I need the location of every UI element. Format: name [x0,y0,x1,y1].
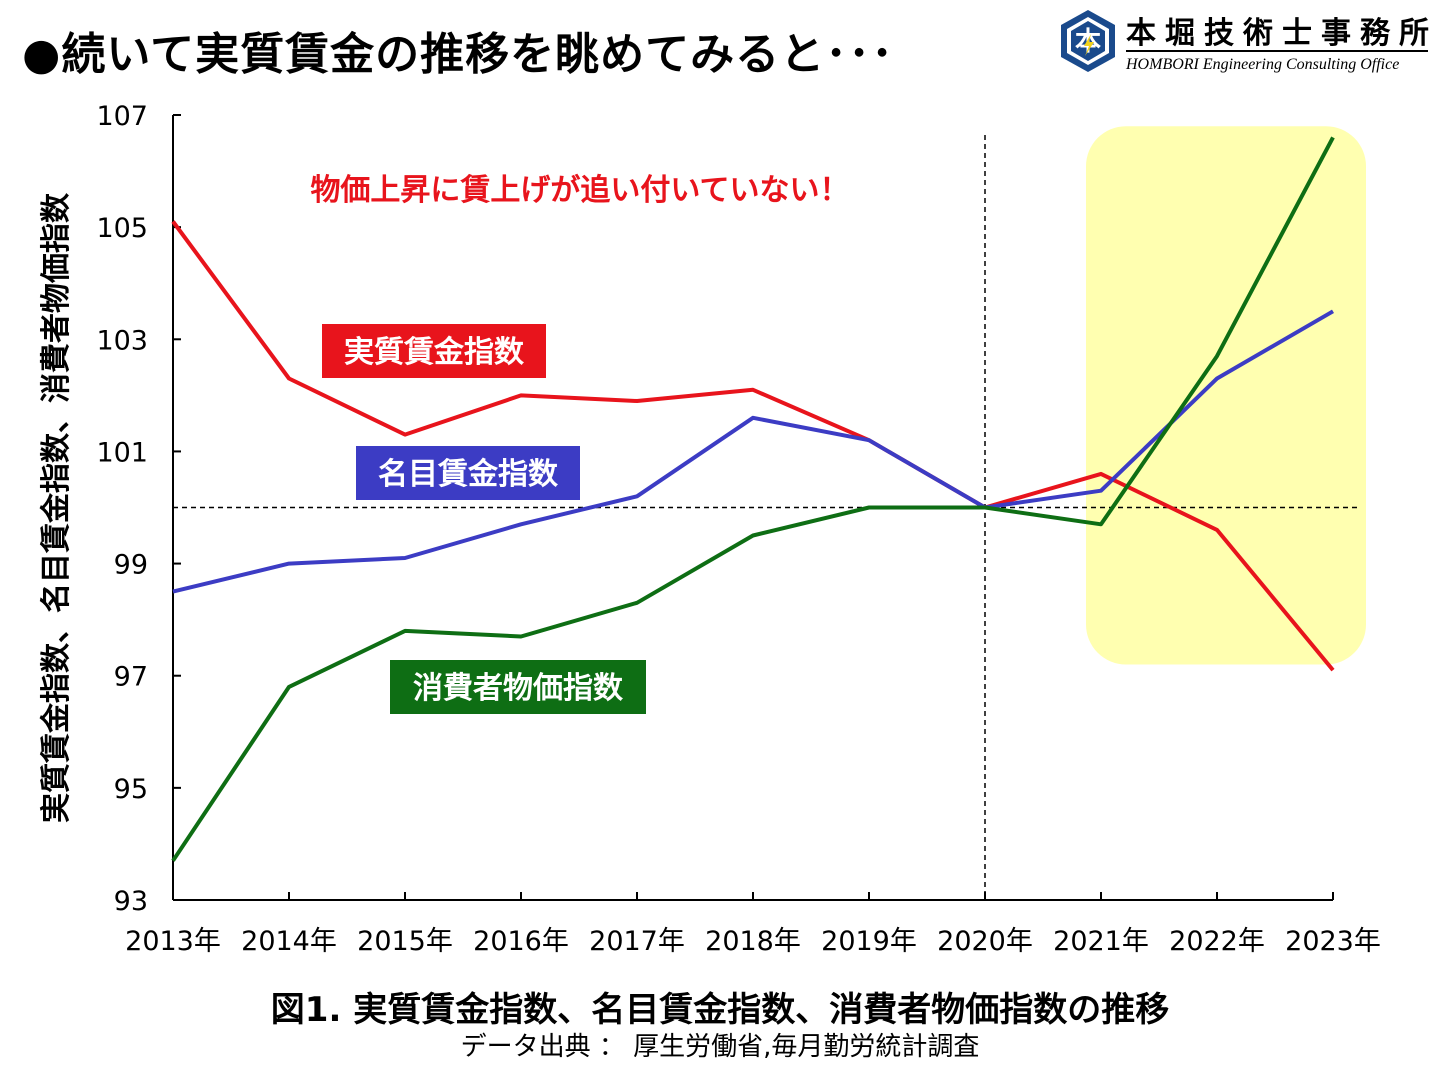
x-tick-label: 2020年 [937,926,1033,957]
data-source: データ出典 ： 厚生労働省,毎月勤労統計調査 [460,1032,980,1062]
y-axis-title: 実質賃金指数、名目賃金指数、消費者物価指数 [39,192,74,823]
logo-subtitle: HOMBORI Engineering Consulting Office [1126,56,1400,73]
x-tick-label: 2017年 [589,926,685,957]
slide-title: ●続いて実質賃金の推移を眺めてみると･･･ [22,29,895,80]
x-tick-label: 2022年 [1169,926,1265,957]
y-tick-label: 105 [96,213,148,244]
company-logo: 本 本堀技術士事務所 HOMBORI Engineering Consultin… [1058,8,1430,78]
series-line-3 [171,136,1335,862]
x-tick-label: 2015年 [357,926,453,957]
logo-divider [1126,50,1428,52]
series-label-1: 実質賃金指数 [344,335,525,370]
y-tick-label: 103 [96,325,148,356]
x-tick-label: 2016年 [473,926,569,957]
x-tick-label: 2013年 [125,926,221,957]
y-tick-label: 107 [96,101,148,132]
logo-name: 本堀技術士事務所 [1126,16,1438,51]
series-line-1 [171,220,1335,672]
series-label-3: 消費者物価指数 [413,671,624,706]
x-tick-label: 2023年 [1285,926,1381,957]
figure-caption: 図1. 実質賃金指数、名目賃金指数、消費者物価指数の推移 [270,990,1170,1030]
y-tick-label: 101 [96,437,148,468]
series-label-box-2 [356,446,580,500]
x-tick-label: 2019年 [821,926,917,957]
y-tick-label: 97 [114,662,148,693]
logo-mark-icon: 本 [1061,10,1115,72]
series-label-box-1 [322,324,546,378]
y-tick-label: 99 [114,550,148,581]
series-line-2 [172,309,1335,594]
y-tick-label: 93 [114,886,148,917]
x-tick-label: 2018年 [705,926,801,957]
chart-annotation: 物価上昇に賃上げが追い付いていない！ [310,173,849,208]
series-label-box-3 [390,660,646,714]
x-tick-label: 2014年 [241,926,337,957]
highlight-region [1086,126,1366,665]
y-tick-label: 95 [114,774,148,805]
series-label-2: 名目賃金指数 [378,457,559,492]
x-tick-label: 2021年 [1053,926,1149,957]
